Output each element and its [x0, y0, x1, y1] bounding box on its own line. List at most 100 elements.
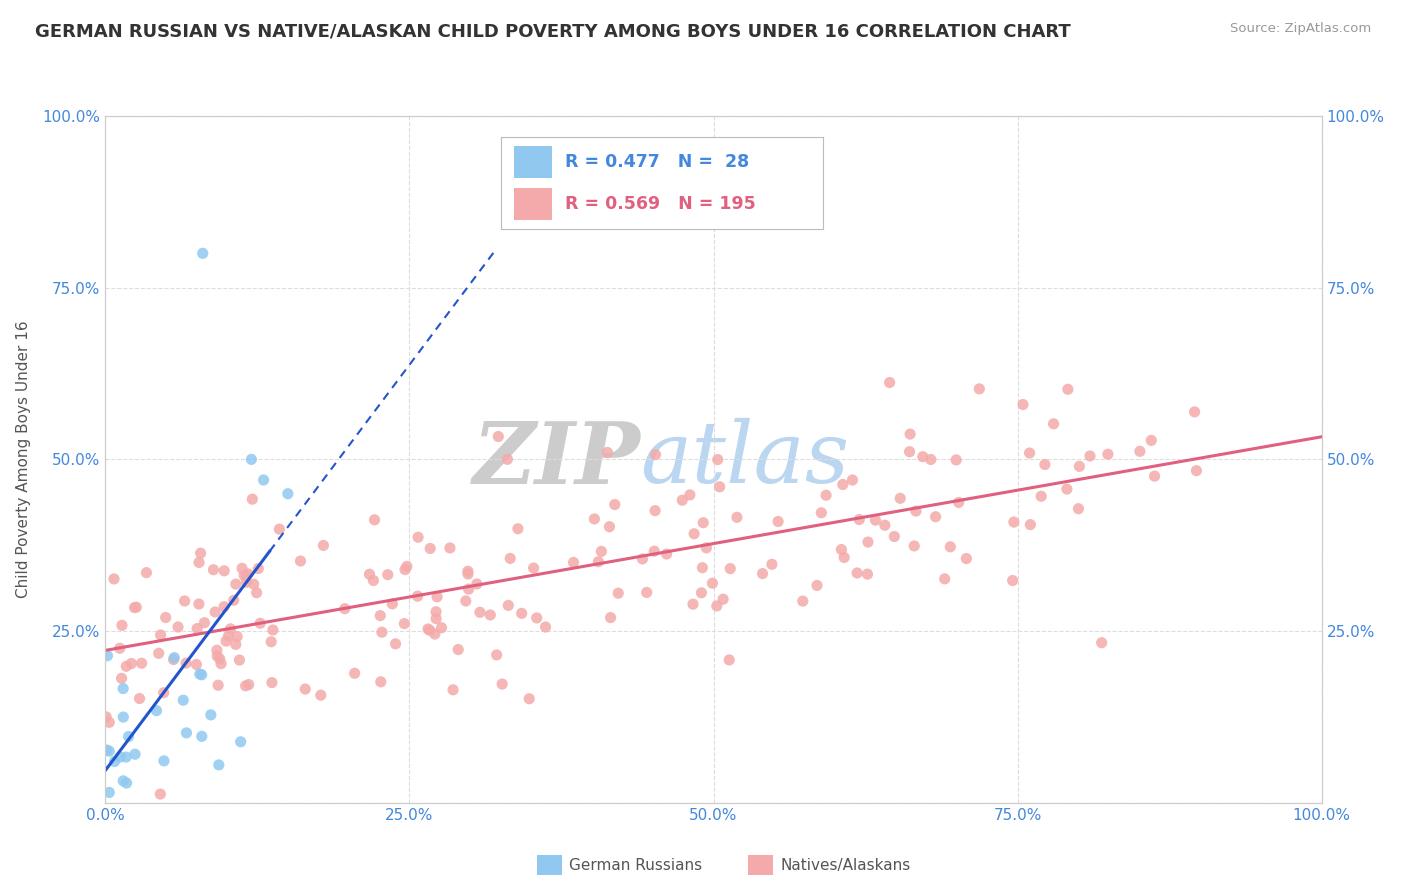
Point: [209, 657, 232, 671]
Point: [718, 561, 741, 575]
Point: [969, 382, 991, 396]
Point: [1184, 405, 1206, 419]
Text: German Russians: German Russians: [569, 858, 703, 872]
Point: [832, 550, 855, 565]
Point: [246, 585, 269, 599]
Point: [193, 615, 215, 630]
Point: [856, 567, 879, 582]
Point: [419, 624, 441, 638]
Point: [187, 597, 209, 611]
Point: [1018, 446, 1040, 460]
Point: [212, 599, 235, 614]
Point: [898, 427, 921, 442]
Point: [200, 707, 222, 722]
Point: [149, 787, 172, 801]
Text: Natives/Alaskans: Natives/Alaskans: [780, 858, 911, 872]
Point: [162, 652, 184, 666]
Point: [904, 504, 927, 518]
Point: [1091, 636, 1114, 650]
Point: [596, 445, 619, 459]
Point: [112, 681, 135, 696]
Point: [1067, 501, 1090, 516]
Point: [124, 747, 146, 762]
Point: [112, 773, 135, 788]
Point: [115, 776, 138, 790]
Point: [1001, 574, 1024, 588]
Point: [426, 590, 449, 604]
Point: [96, 743, 118, 757]
Point: [208, 652, 231, 666]
Point: [879, 376, 901, 390]
Point: [506, 522, 529, 536]
Point: [236, 566, 259, 581]
Point: [312, 538, 335, 552]
Point: [145, 704, 167, 718]
Point: [510, 607, 533, 621]
Point: [1042, 417, 1064, 431]
Point: [233, 568, 256, 582]
Point: [636, 585, 658, 599]
Point: [191, 246, 214, 260]
Point: [163, 650, 186, 665]
Point: [425, 605, 447, 619]
Point: [242, 577, 264, 591]
Text: ZIP: ZIP: [472, 417, 641, 501]
Point: [468, 605, 491, 619]
Point: [128, 691, 150, 706]
Point: [260, 675, 283, 690]
Point: [479, 607, 502, 622]
Point: [98, 785, 121, 799]
Point: [856, 535, 879, 549]
Point: [1019, 517, 1042, 532]
Point: [96, 648, 118, 663]
Point: [655, 547, 678, 561]
Point: [247, 561, 270, 575]
Point: [588, 555, 610, 569]
Point: [517, 691, 540, 706]
Point: [873, 518, 896, 533]
Point: [188, 667, 211, 681]
Point: [240, 492, 263, 507]
Point: [108, 641, 131, 656]
Point: [149, 628, 172, 642]
Point: [948, 495, 970, 509]
Point: [920, 452, 942, 467]
Point: [457, 564, 479, 578]
Point: [679, 488, 702, 502]
Point: [1057, 382, 1080, 396]
Point: [695, 541, 717, 555]
Point: [333, 601, 356, 615]
Point: [207, 678, 229, 692]
Point: [252, 473, 274, 487]
Point: [725, 510, 748, 524]
Point: [260, 634, 283, 648]
Point: [231, 561, 253, 575]
Point: [911, 450, 934, 464]
Point: [447, 642, 470, 657]
Point: [416, 622, 439, 636]
Text: GERMAN RUSSIAN VS NATIVE/ALASKAN CHILD POVERTY AMONG BOYS UNDER 16 CORRELATION C: GERMAN RUSSIAN VS NATIVE/ALASKAN CHILD P…: [35, 22, 1071, 40]
Point: [841, 473, 863, 487]
Point: [865, 513, 887, 527]
Point: [806, 578, 828, 592]
Point: [249, 616, 271, 631]
Point: [498, 599, 520, 613]
Point: [631, 552, 654, 566]
Point: [394, 563, 416, 577]
Point: [1012, 397, 1035, 411]
Point: [846, 566, 869, 580]
Point: [419, 541, 441, 556]
Point: [381, 597, 404, 611]
Point: [751, 566, 773, 581]
Point: [235, 568, 257, 582]
Point: [562, 555, 585, 569]
Point: [188, 556, 211, 570]
Point: [523, 561, 546, 575]
Point: [534, 620, 557, 634]
Point: [955, 551, 977, 566]
Point: [228, 653, 250, 667]
Point: [219, 622, 242, 636]
Point: [1033, 458, 1056, 472]
Point: [1140, 434, 1163, 448]
Point: [98, 715, 121, 730]
